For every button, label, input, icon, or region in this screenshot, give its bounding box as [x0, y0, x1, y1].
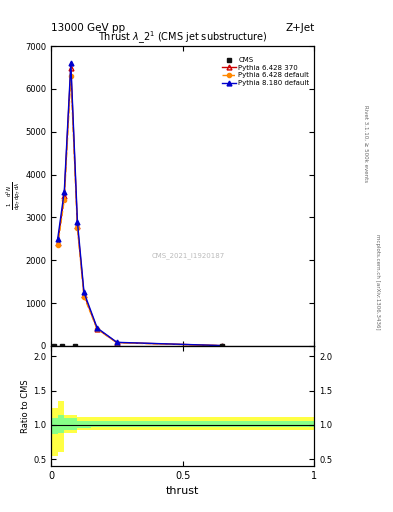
Line: Pythia 8.180 default: Pythia 8.180 default — [55, 61, 225, 348]
Pythia 6.428 default — [82, 293, 86, 300]
Pythia 8.180 default — [75, 219, 80, 225]
Pythia 6.428 370 — [68, 65, 73, 71]
Legend: CMS, Pythia 6.428 370, Pythia 6.428 default, Pythia 8.180 default: CMS, Pythia 6.428 370, Pythia 6.428 defa… — [220, 55, 311, 88]
Pythia 6.428 default — [55, 242, 60, 248]
Pythia 6.428 370 — [115, 339, 119, 346]
CMS — [220, 343, 225, 349]
Title: Thrust $\lambda\_2^1$ (CMS jet substructure): Thrust $\lambda\_2^1$ (CMS jet substruct… — [98, 30, 268, 46]
Pythia 6.428 370 — [62, 193, 67, 199]
CMS — [72, 343, 77, 349]
Pythia 6.428 default — [68, 73, 73, 79]
Pythia 6.428 default — [220, 343, 225, 349]
Pythia 8.180 default — [62, 188, 67, 195]
Pythia 6.428 default — [95, 326, 99, 332]
Y-axis label: $\frac{1}{\mathrm{d}p_T}\frac{\mathrm{d}^2N}{\mathrm{d}p_T\,\mathrm{d}\lambda}$: $\frac{1}{\mathrm{d}p_T}\frac{\mathrm{d}… — [4, 182, 22, 210]
Pythia 6.428 default — [62, 197, 67, 203]
Text: CMS_2021_I1920187: CMS_2021_I1920187 — [151, 252, 225, 260]
Y-axis label: Ratio to CMS: Ratio to CMS — [21, 379, 30, 433]
Line: CMS: CMS — [51, 344, 225, 348]
Pythia 6.428 default — [75, 225, 80, 231]
CMS — [51, 343, 56, 349]
Pythia 6.428 370 — [82, 291, 86, 297]
CMS — [59, 343, 64, 349]
Pythia 8.180 default — [220, 343, 225, 349]
Pythia 8.180 default — [68, 60, 73, 66]
Text: Z+Jet: Z+Jet — [285, 23, 314, 33]
Pythia 6.428 370 — [55, 240, 60, 246]
Pythia 6.428 370 — [220, 343, 225, 349]
Pythia 8.180 default — [115, 339, 119, 346]
Text: Rivet 3.1.10, ≥ 500k events: Rivet 3.1.10, ≥ 500k events — [363, 105, 368, 182]
X-axis label: thrust: thrust — [166, 486, 199, 496]
Text: mcplots.cern.ch [arXiv:1306.3436]: mcplots.cern.ch [arXiv:1306.3436] — [375, 234, 380, 329]
Pythia 8.180 default — [95, 325, 99, 331]
Pythia 6.428 default — [115, 339, 119, 346]
Text: 13000 GeV pp: 13000 GeV pp — [51, 23, 125, 33]
Pythia 8.180 default — [82, 289, 86, 295]
Pythia 6.428 370 — [95, 326, 99, 332]
Line: Pythia 6.428 370: Pythia 6.428 370 — [55, 65, 225, 348]
Pythia 6.428 370 — [75, 223, 80, 229]
Pythia 8.180 default — [55, 236, 60, 242]
Line: Pythia 6.428 default: Pythia 6.428 default — [55, 74, 224, 348]
